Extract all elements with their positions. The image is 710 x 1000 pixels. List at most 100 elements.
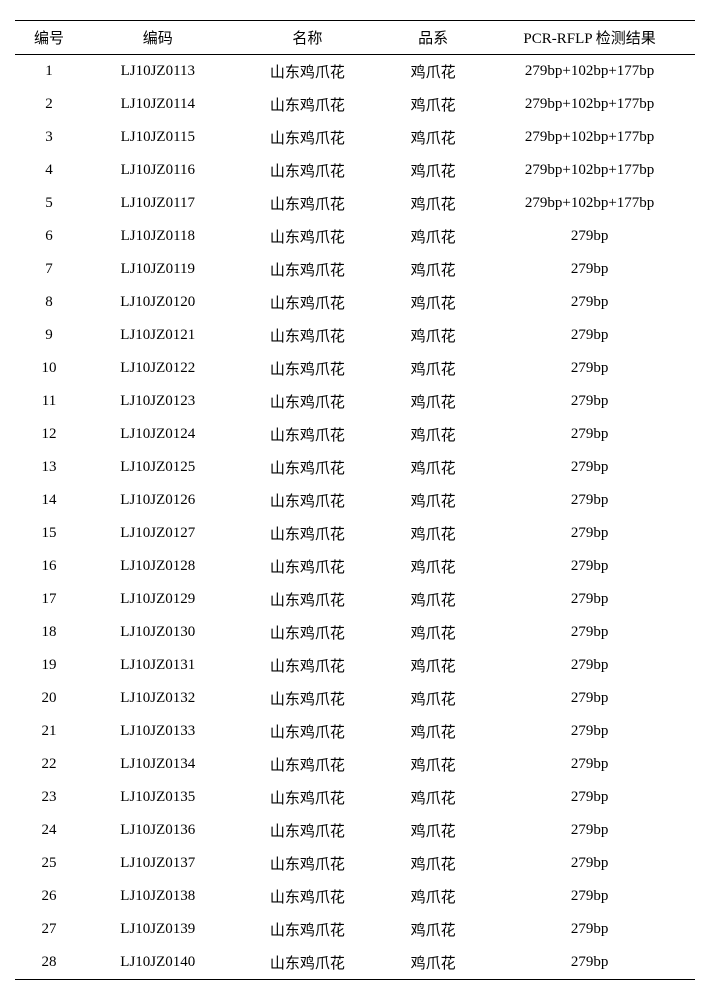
table-row: 21LJ10JZ0133山东鸡爪花鸡爪花279bp: [15, 715, 695, 748]
table-header: 编号 编码 名称 品系 PCR-RFLP 检测结果: [15, 21, 695, 55]
table-cell: 18: [15, 616, 83, 649]
table-row: 23LJ10JZ0135山东鸡爪花鸡爪花279bp: [15, 781, 695, 814]
table-cell: 山东鸡爪花: [233, 121, 383, 154]
table-cell: LJ10JZ0134: [83, 748, 233, 781]
table-cell: 鸡爪花: [382, 715, 484, 748]
table-row: 13LJ10JZ0125山东鸡爪花鸡爪花279bp: [15, 451, 695, 484]
table-cell: 鸡爪花: [382, 748, 484, 781]
table-cell: LJ10JZ0140: [83, 946, 233, 980]
table-cell: LJ10JZ0120: [83, 286, 233, 319]
table-cell: 279bp: [484, 385, 695, 418]
table-cell: 鸡爪花: [382, 385, 484, 418]
table-cell: 鸡爪花: [382, 814, 484, 847]
table-row: 6LJ10JZ0118山东鸡爪花鸡爪花279bp: [15, 220, 695, 253]
table-cell: 鸡爪花: [382, 121, 484, 154]
table-cell: 鸡爪花: [382, 913, 484, 946]
table-cell: LJ10JZ0138: [83, 880, 233, 913]
table-cell: 20: [15, 682, 83, 715]
table-row: 7LJ10JZ0119山东鸡爪花鸡爪花279bp: [15, 253, 695, 286]
table-cell: 11: [15, 385, 83, 418]
table-cell: 鸡爪花: [382, 55, 484, 89]
table-body: 1LJ10JZ0113山东鸡爪花鸡爪花279bp+102bp+177bp2LJ1…: [15, 55, 695, 980]
table-cell: LJ10JZ0122: [83, 352, 233, 385]
table-cell: 17: [15, 583, 83, 616]
table-cell: 山东鸡爪花: [233, 880, 383, 913]
table-cell: 山东鸡爪花: [233, 550, 383, 583]
table-cell: 26: [15, 880, 83, 913]
table-cell: 山东鸡爪花: [233, 616, 383, 649]
table-cell: 山东鸡爪花: [233, 814, 383, 847]
table-row: 2LJ10JZ0114山东鸡爪花鸡爪花279bp+102bp+177bp: [15, 88, 695, 121]
table-cell: 鸡爪花: [382, 880, 484, 913]
table-cell: 8: [15, 286, 83, 319]
table-cell: 山东鸡爪花: [233, 781, 383, 814]
table-cell: LJ10JZ0116: [83, 154, 233, 187]
table-cell: 山东鸡爪花: [233, 649, 383, 682]
table-cell: 279bp+102bp+177bp: [484, 121, 695, 154]
table-cell: 鸡爪花: [382, 847, 484, 880]
table-cell: 山东鸡爪花: [233, 319, 383, 352]
table-cell: 16: [15, 550, 83, 583]
table-cell: 279bp: [484, 220, 695, 253]
table-cell: 4: [15, 154, 83, 187]
table-row: 12LJ10JZ0124山东鸡爪花鸡爪花279bp: [15, 418, 695, 451]
table-cell: 山东鸡爪花: [233, 88, 383, 121]
col-header-strain: 品系: [382, 21, 484, 55]
table-cell: 24: [15, 814, 83, 847]
table-cell: 279bp: [484, 517, 695, 550]
table-cell: 279bp: [484, 649, 695, 682]
table-cell: 山东鸡爪花: [233, 715, 383, 748]
table-cell: LJ10JZ0129: [83, 583, 233, 616]
table-cell: LJ10JZ0137: [83, 847, 233, 880]
table-cell: 279bp: [484, 319, 695, 352]
table-cell: 279bp: [484, 418, 695, 451]
table-cell: LJ10JZ0117: [83, 187, 233, 220]
table-cell: LJ10JZ0125: [83, 451, 233, 484]
table-cell: LJ10JZ0128: [83, 550, 233, 583]
table-cell: 279bp: [484, 946, 695, 980]
table-cell: 鸡爪花: [382, 616, 484, 649]
table-cell: 鸡爪花: [382, 649, 484, 682]
table-row: 4LJ10JZ0116山东鸡爪花鸡爪花279bp+102bp+177bp: [15, 154, 695, 187]
table-cell: 鸡爪花: [382, 154, 484, 187]
table-cell: 鸡爪花: [382, 451, 484, 484]
table-cell: 12: [15, 418, 83, 451]
table-cell: 9: [15, 319, 83, 352]
table-cell: LJ10JZ0131: [83, 649, 233, 682]
table-row: 9LJ10JZ0121山东鸡爪花鸡爪花279bp: [15, 319, 695, 352]
table-cell: 13: [15, 451, 83, 484]
table-row: 28LJ10JZ0140山东鸡爪花鸡爪花279bp: [15, 946, 695, 980]
table-cell: 27: [15, 913, 83, 946]
table-cell: LJ10JZ0115: [83, 121, 233, 154]
col-header-code: 编码: [83, 21, 233, 55]
table-cell: 279bp: [484, 913, 695, 946]
table-cell: LJ10JZ0135: [83, 781, 233, 814]
table-cell: 14: [15, 484, 83, 517]
table-cell: 279bp: [484, 748, 695, 781]
table-cell: LJ10JZ0118: [83, 220, 233, 253]
table-cell: 6: [15, 220, 83, 253]
table-cell: LJ10JZ0113: [83, 55, 233, 89]
table-cell: 15: [15, 517, 83, 550]
table-cell: 1: [15, 55, 83, 89]
table-cell: LJ10JZ0132: [83, 682, 233, 715]
data-table: 编号 编码 名称 品系 PCR-RFLP 检测结果 1LJ10JZ0113山东鸡…: [15, 20, 695, 980]
table-cell: 鸡爪花: [382, 946, 484, 980]
table-row: 11LJ10JZ0123山东鸡爪花鸡爪花279bp: [15, 385, 695, 418]
table-cell: LJ10JZ0114: [83, 88, 233, 121]
table-cell: 山东鸡爪花: [233, 385, 383, 418]
table-cell: 279bp: [484, 451, 695, 484]
table-row: 26LJ10JZ0138山东鸡爪花鸡爪花279bp: [15, 880, 695, 913]
table-cell: 鸡爪花: [382, 88, 484, 121]
col-header-number: 编号: [15, 21, 83, 55]
table-cell: LJ10JZ0126: [83, 484, 233, 517]
table-cell: 山东鸡爪花: [233, 913, 383, 946]
table-row: 1LJ10JZ0113山东鸡爪花鸡爪花279bp+102bp+177bp: [15, 55, 695, 89]
table-cell: 279bp: [484, 847, 695, 880]
table-cell: 279bp+102bp+177bp: [484, 187, 695, 220]
table-cell: 279bp: [484, 880, 695, 913]
table-cell: 山东鸡爪花: [233, 154, 383, 187]
table-row: 10LJ10JZ0122山东鸡爪花鸡爪花279bp: [15, 352, 695, 385]
table-cell: 10: [15, 352, 83, 385]
table-cell: 5: [15, 187, 83, 220]
